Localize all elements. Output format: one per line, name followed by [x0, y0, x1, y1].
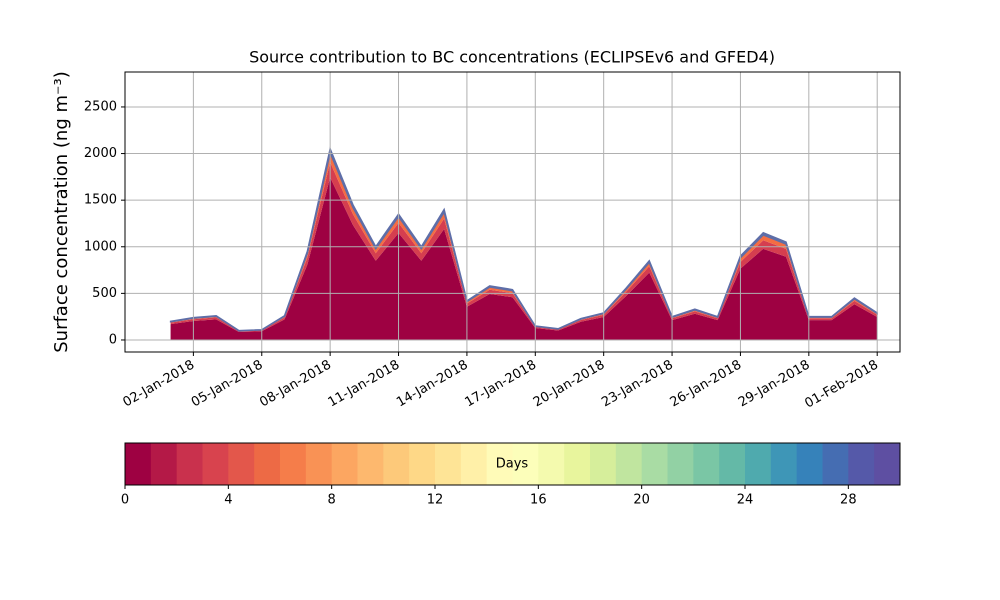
colorbar-cell [383, 443, 410, 485]
colorbar-frame [124, 442, 901, 486]
colorbar-cell [822, 443, 849, 485]
colorbar-cell [125, 443, 152, 485]
x-tick-label: 01-Feb-2018 [802, 358, 881, 412]
colorbar-tick-label: 28 [840, 493, 857, 508]
colorbar-cell [512, 443, 539, 485]
colorbar-cell [202, 443, 229, 485]
colorbar-cell [719, 443, 746, 485]
colorbar-cell [796, 443, 823, 485]
colorbar-cell [305, 443, 333, 485]
colorbar-cell [409, 443, 436, 485]
colorbar-cell [331, 443, 358, 485]
plot-frame [124, 71, 901, 353]
x-tick-label: 14-Jan-2018 [394, 358, 471, 411]
colorbar-cell [590, 443, 617, 485]
colorbar-cell [848, 443, 875, 485]
area-layer [170, 177, 878, 340]
colorbar-cell [693, 443, 720, 485]
colorbar-tick-label: 24 [737, 493, 754, 508]
x-tick-label: 20-Jan-2018 [531, 358, 608, 411]
y-tick-label: 2000 [84, 146, 117, 161]
colorbar-cell [667, 443, 694, 485]
chart-title: Source contribution to BC concentrations… [249, 48, 775, 67]
colorbar-cell [615, 443, 643, 485]
colorbar-cell [460, 443, 488, 485]
colorbar-cell [176, 443, 203, 485]
y-tick-label: 500 [92, 286, 117, 301]
x-tick-label: 02-Jan-2018 [121, 358, 198, 411]
x-tick-label: 29-Jan-2018 [736, 358, 813, 411]
colorbar-cell [564, 443, 591, 485]
colorbar-label: Days [496, 457, 529, 472]
colorbar-tick-label: 8 [328, 493, 336, 508]
colorbar-tick-label: 12 [427, 493, 444, 508]
colorbar-cell [280, 443, 307, 485]
colorbar-cell [357, 443, 384, 485]
colorbar-tick-label: 4 [224, 493, 232, 508]
colorbar-tick-label: 20 [633, 493, 650, 508]
area-layer [170, 162, 878, 333]
colorbar-cell [254, 443, 281, 485]
colorbar-cell [641, 443, 668, 485]
y-tick-label: 0 [109, 332, 117, 347]
colorbar-cell [538, 443, 565, 485]
x-tick-label: 26-Jan-2018 [668, 358, 745, 411]
colorbar-cell [228, 443, 255, 485]
colorbar-cell [745, 443, 772, 485]
colorbar-cell [435, 443, 462, 485]
area-layer [170, 152, 878, 332]
x-tick-label: 17-Jan-2018 [462, 358, 539, 411]
x-tick-label: 05-Jan-2018 [189, 358, 266, 411]
x-tick-label: 11-Jan-2018 [326, 358, 403, 411]
x-tick-label: 08-Jan-2018 [257, 358, 334, 411]
colorbar-cell [770, 443, 798, 485]
colorbar-cell [486, 443, 513, 485]
y-axis-label: Surface concentration (ng m⁻³) [51, 71, 72, 353]
colorbar-cell [874, 443, 901, 485]
colorbar-cell [150, 443, 178, 485]
y-tick-label: 1500 [84, 193, 117, 208]
y-tick-label: 1000 [84, 239, 117, 254]
colorbar-tick-label: 16 [530, 493, 547, 508]
y-tick-label: 2500 [84, 99, 117, 114]
x-tick-label: 23-Jan-2018 [599, 358, 676, 411]
colorbar-tick-label: 0 [121, 493, 129, 508]
